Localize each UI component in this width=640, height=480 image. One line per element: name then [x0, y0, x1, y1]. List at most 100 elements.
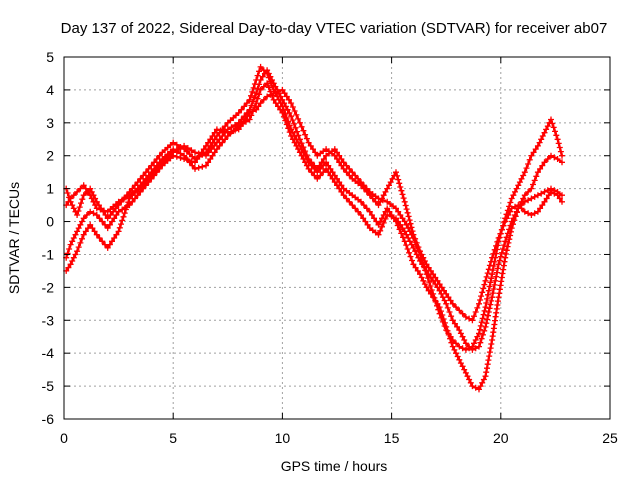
plus-marker — [235, 119, 242, 126]
plus-marker — [480, 376, 487, 383]
plot-frame — [63, 56, 611, 420]
y-tick-label: 1 — [46, 181, 54, 197]
plus-marker — [485, 287, 492, 294]
plus-marker — [257, 100, 264, 107]
plus-marker — [298, 123, 305, 130]
plus-marker — [415, 247, 422, 254]
plus-marker — [286, 129, 293, 136]
plus-marker — [270, 96, 277, 103]
plus-marker — [232, 127, 239, 134]
plus-marker — [477, 297, 484, 303]
plus-marker — [461, 366, 468, 373]
plus-marker — [544, 187, 551, 194]
plus-marker — [444, 304, 451, 311]
plus-marker — [65, 198, 72, 205]
plus-marker — [453, 350, 459, 357]
plus-marker — [430, 290, 437, 297]
plus-marker — [282, 103, 289, 110]
plus-marker — [119, 206, 126, 213]
plus-marker — [82, 228, 89, 235]
plus-marker — [78, 200, 84, 207]
plus-marker — [474, 304, 481, 311]
plus-marker — [72, 208, 79, 215]
plus-marker — [216, 136, 223, 143]
plus-marker — [87, 221, 94, 228]
plus-marker — [209, 152, 216, 159]
plus-marker — [557, 148, 564, 155]
plus-marker — [213, 146, 220, 153]
plus-marker — [349, 169, 356, 176]
plus-marker — [479, 315, 486, 322]
plus-marker — [426, 279, 433, 286]
plus-marker — [270, 90, 277, 97]
plus-marker — [293, 111, 300, 118]
x-tick-label: 15 — [384, 430, 400, 446]
plus-marker — [80, 215, 87, 222]
plus-marker — [393, 215, 399, 222]
plus-marker — [420, 263, 427, 270]
plus-marker — [360, 182, 367, 189]
plus-marker — [410, 235, 417, 241]
plus-marker — [251, 94, 258, 101]
plus-marker — [79, 218, 85, 225]
plus-marker — [382, 215, 389, 222]
plus-marker — [493, 273, 500, 280]
plus-marker — [246, 96, 253, 103]
plus-marker — [553, 132, 560, 139]
plus-marker — [118, 221, 124, 228]
plus-marker — [477, 383, 484, 390]
plus-marker — [277, 106, 284, 113]
plus-marker — [406, 228, 413, 235]
plus-marker — [327, 172, 334, 179]
plus-marker — [203, 162, 209, 169]
plus-marker — [449, 300, 456, 307]
plus-marker — [422, 267, 429, 274]
plus-marker — [495, 238, 502, 245]
plus-marker — [121, 210, 128, 217]
plus-marker — [543, 195, 550, 202]
plus-marker — [115, 228, 122, 235]
plus-marker — [486, 305, 493, 312]
plus-marker — [380, 219, 387, 226]
plus-marker — [91, 228, 98, 235]
plus-marker — [496, 234, 503, 241]
plus-marker — [410, 261, 417, 268]
plus-marker — [500, 266, 507, 273]
plus-marker — [401, 238, 408, 245]
plus-marker — [375, 231, 382, 238]
plus-marker — [209, 133, 216, 139]
plus-marker — [456, 343, 463, 350]
plus-marker — [548, 188, 554, 195]
plus-marker — [494, 265, 501, 272]
plus-marker — [528, 185, 535, 192]
plus-marker — [89, 225, 96, 232]
plus-marker — [300, 144, 307, 151]
x-tick-label: 20 — [493, 430, 509, 446]
plus-marker — [403, 221, 410, 228]
plus-marker — [346, 165, 353, 172]
plus-marker — [556, 144, 563, 151]
plus-marker — [503, 251, 509, 257]
plus-marker — [543, 126, 550, 133]
plus-marker — [248, 92, 254, 99]
plus-marker — [490, 286, 497, 292]
plus-marker — [536, 139, 543, 146]
plus-marker — [64, 190, 71, 196]
plus-marker — [151, 169, 158, 176]
plus-marker — [338, 156, 345, 162]
plus-marker — [336, 152, 343, 159]
plus-marker — [449, 317, 456, 324]
plus-marker — [142, 169, 149, 176]
plus-marker — [188, 158, 195, 165]
plus-marker — [338, 162, 345, 169]
plus-marker — [472, 384, 479, 391]
plus-marker — [192, 159, 198, 166]
plus-marker — [497, 230, 504, 237]
plus-marker — [281, 100, 288, 107]
plus-marker — [257, 63, 264, 70]
plus-marker — [457, 360, 464, 367]
plus-marker — [122, 194, 129, 201]
plus-marker — [478, 319, 485, 326]
plus-marker — [153, 156, 160, 162]
plus-marker — [205, 139, 212, 146]
